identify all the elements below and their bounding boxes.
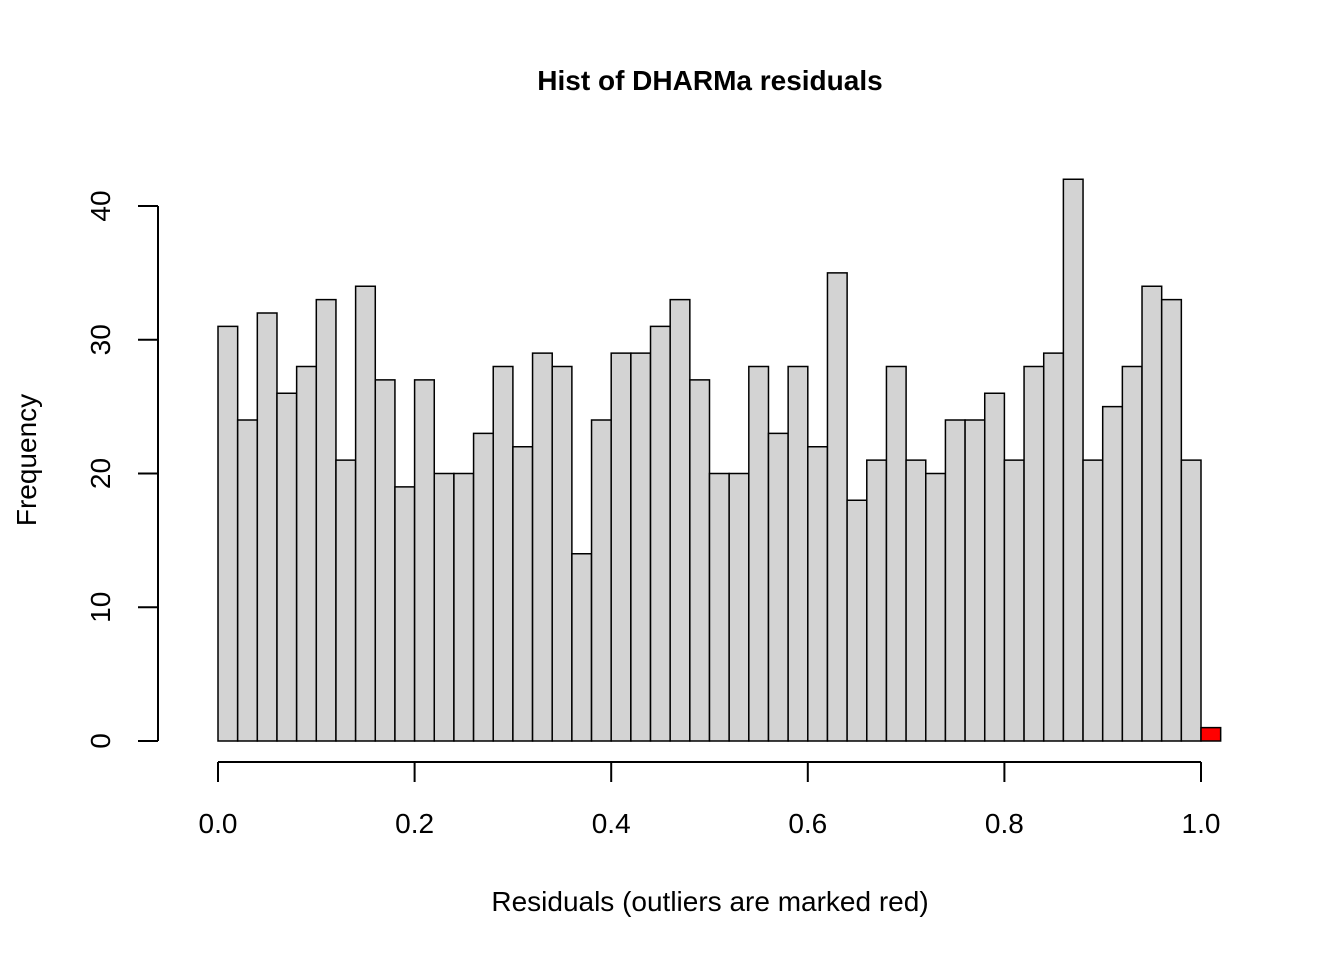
histogram-bar (1042, 352, 1065, 742)
histogram-bar (905, 459, 927, 742)
histogram-bar (983, 392, 1006, 742)
y-tick-label: 0 (85, 733, 116, 749)
histogram-bar (1141, 285, 1163, 742)
histogram-bar (1003, 459, 1025, 742)
y-tick-label: 20 (85, 458, 116, 489)
bars-layer (217, 178, 1222, 742)
histogram-bar (826, 272, 848, 742)
histogram-bar (630, 352, 652, 742)
histogram-bar (807, 446, 829, 742)
histogram-bar (492, 365, 514, 742)
histogram-bar (590, 419, 612, 742)
histogram-bar (315, 298, 337, 742)
histogram-bar (610, 352, 632, 742)
histogram-bar (689, 379, 711, 742)
histogram-bar (1121, 365, 1143, 742)
histogram-bar (1160, 298, 1183, 742)
y-tick-label: 30 (85, 324, 116, 355)
histogram-bar (787, 365, 809, 742)
histogram-bar (354, 285, 377, 742)
histogram-bar (748, 365, 770, 742)
histogram-bar (217, 325, 239, 742)
x-tick-label: 0.8 (985, 808, 1024, 839)
x-tick-label: 1.0 (1182, 808, 1221, 839)
histogram-bar (236, 419, 259, 742)
y-tick-label: 10 (85, 592, 116, 623)
axes-layer: 0.0 0.2 0.4 0.6 0.8 1.0 0 10 20 30 40 (85, 190, 1220, 839)
y-axis-ticks: 0 10 20 30 40 (85, 190, 158, 749)
histogram-bar (1023, 365, 1045, 742)
histogram-bar (374, 379, 396, 742)
chart-title: Hist of DHARMa residuals (537, 65, 882, 96)
y-tick-label: 40 (85, 190, 116, 221)
histogram-bar (433, 472, 455, 742)
histogram-bar (472, 432, 494, 742)
histogram-bar (1062, 178, 1084, 742)
histogram-bar (256, 312, 278, 742)
histogram-bar (551, 365, 573, 742)
histogram-bar (846, 499, 868, 742)
histogram-bar (1101, 405, 1124, 742)
x-tick-label: 0.0 (199, 808, 238, 839)
histogram-bar-outlier (1200, 726, 1222, 742)
histogram-bar (335, 459, 357, 742)
histogram-bar (531, 352, 553, 742)
histogram-bar (453, 472, 475, 742)
x-tick-label: 0.6 (788, 808, 827, 839)
histogram-bar (394, 486, 416, 742)
histogram-bar (571, 553, 593, 742)
histogram-bar (866, 459, 888, 742)
y-axis-label: Frequency (11, 394, 42, 526)
histogram-bar (1180, 459, 1202, 742)
histogram-bar (767, 432, 789, 742)
histogram-bar (728, 472, 750, 742)
histogram-bar (512, 446, 534, 742)
histogram-bar (276, 392, 298, 742)
histogram-bar (1082, 459, 1104, 742)
histogram-bar (885, 365, 907, 742)
histogram-bar (925, 472, 947, 742)
histogram-bar (649, 325, 671, 742)
histogram-bar (944, 419, 966, 742)
histogram-bar (413, 379, 436, 742)
x-tick-label: 0.2 (395, 808, 434, 839)
x-axis-label: Residuals (outliers are marked red) (491, 886, 928, 917)
x-tick-label: 0.4 (592, 808, 631, 839)
histogram-bar (295, 365, 318, 742)
histogram-bar (708, 472, 730, 742)
x-axis-ticks: 0.0 0.2 0.4 0.6 0.8 1.0 (199, 762, 1221, 839)
histogram-bar (669, 298, 691, 742)
histogram-bar (964, 419, 986, 742)
